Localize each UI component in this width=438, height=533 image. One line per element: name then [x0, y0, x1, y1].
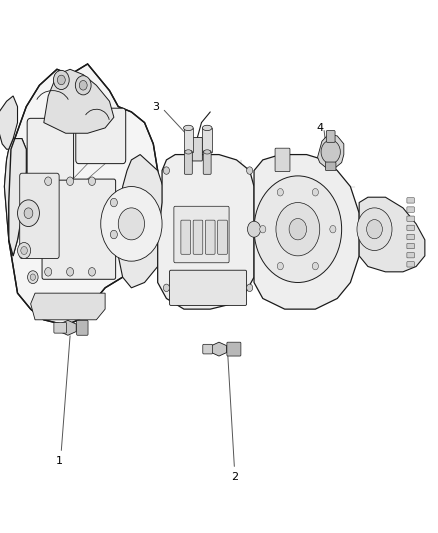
PathPatch shape — [158, 155, 254, 309]
Circle shape — [289, 219, 307, 240]
Circle shape — [277, 262, 283, 270]
Circle shape — [45, 268, 52, 276]
Circle shape — [110, 230, 117, 239]
FancyBboxPatch shape — [407, 244, 414, 249]
Circle shape — [45, 177, 52, 185]
Circle shape — [118, 208, 145, 240]
Circle shape — [79, 80, 87, 90]
Polygon shape — [212, 342, 226, 356]
FancyBboxPatch shape — [202, 128, 212, 152]
FancyBboxPatch shape — [407, 198, 414, 203]
Circle shape — [67, 268, 74, 276]
Circle shape — [57, 75, 65, 85]
Circle shape — [312, 262, 318, 270]
FancyBboxPatch shape — [193, 220, 203, 254]
Circle shape — [247, 167, 253, 174]
FancyBboxPatch shape — [407, 235, 414, 240]
FancyBboxPatch shape — [203, 344, 212, 354]
FancyBboxPatch shape — [275, 148, 290, 172]
Circle shape — [277, 189, 283, 196]
PathPatch shape — [4, 139, 26, 256]
Circle shape — [88, 177, 95, 185]
Circle shape — [88, 268, 95, 276]
Polygon shape — [60, 320, 76, 335]
Circle shape — [101, 187, 162, 261]
Circle shape — [367, 220, 382, 239]
FancyBboxPatch shape — [407, 207, 414, 212]
Circle shape — [53, 70, 69, 90]
FancyBboxPatch shape — [326, 131, 335, 142]
FancyBboxPatch shape — [42, 179, 116, 279]
Circle shape — [247, 221, 261, 237]
FancyBboxPatch shape — [76, 108, 126, 164]
FancyBboxPatch shape — [407, 262, 414, 267]
Circle shape — [110, 198, 117, 207]
FancyBboxPatch shape — [181, 220, 191, 254]
Text: 4: 4 — [316, 123, 323, 133]
PathPatch shape — [359, 197, 425, 272]
Polygon shape — [318, 134, 344, 168]
Circle shape — [24, 208, 33, 219]
FancyBboxPatch shape — [218, 220, 227, 254]
Circle shape — [312, 189, 318, 196]
Circle shape — [254, 176, 342, 282]
Circle shape — [330, 225, 336, 233]
Circle shape — [75, 76, 91, 95]
FancyBboxPatch shape — [203, 151, 211, 174]
Circle shape — [163, 284, 170, 292]
Ellipse shape — [185, 150, 192, 154]
FancyBboxPatch shape — [407, 216, 414, 221]
Circle shape — [163, 167, 170, 174]
PathPatch shape — [31, 293, 105, 320]
PathPatch shape — [0, 96, 18, 149]
FancyBboxPatch shape — [227, 342, 241, 356]
PathPatch shape — [9, 64, 158, 325]
Ellipse shape — [184, 125, 193, 131]
FancyBboxPatch shape — [20, 173, 59, 259]
Ellipse shape — [202, 125, 212, 131]
Circle shape — [18, 200, 39, 227]
FancyBboxPatch shape — [325, 162, 336, 171]
FancyBboxPatch shape — [27, 118, 74, 180]
FancyBboxPatch shape — [174, 206, 229, 263]
FancyBboxPatch shape — [170, 270, 247, 305]
FancyBboxPatch shape — [192, 138, 202, 161]
Circle shape — [260, 225, 266, 233]
Text: 2: 2 — [231, 472, 238, 482]
Circle shape — [247, 284, 253, 292]
PathPatch shape — [254, 155, 359, 309]
Circle shape — [276, 203, 320, 256]
Circle shape — [321, 140, 340, 164]
Circle shape — [28, 271, 38, 284]
PathPatch shape — [118, 155, 166, 288]
Circle shape — [21, 246, 27, 255]
FancyBboxPatch shape — [184, 128, 193, 152]
FancyBboxPatch shape — [54, 322, 67, 333]
Circle shape — [67, 177, 74, 185]
FancyBboxPatch shape — [205, 220, 215, 254]
FancyBboxPatch shape — [184, 151, 192, 174]
Text: 3: 3 — [152, 102, 159, 111]
Circle shape — [357, 208, 392, 251]
FancyBboxPatch shape — [77, 320, 88, 335]
Circle shape — [30, 274, 35, 280]
FancyBboxPatch shape — [407, 225, 414, 230]
PathPatch shape — [44, 69, 114, 133]
Ellipse shape — [204, 150, 211, 154]
FancyBboxPatch shape — [407, 253, 414, 258]
Text: 1: 1 — [56, 456, 63, 466]
Circle shape — [18, 243, 31, 259]
